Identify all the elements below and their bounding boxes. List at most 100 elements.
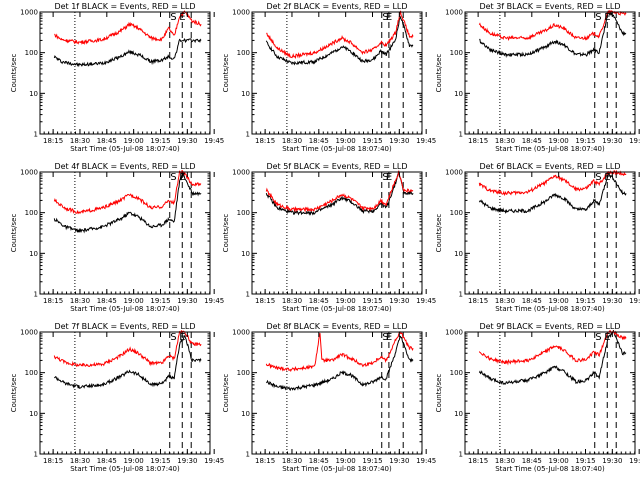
y-tick-label: 100 bbox=[450, 49, 463, 57]
start-marker-label: S bbox=[595, 332, 601, 343]
x-tick-label: 19:00 bbox=[336, 137, 356, 145]
panel-title: Det 4f BLACK = Events, RED = LLD bbox=[54, 162, 195, 171]
series-line-lld bbox=[478, 10, 627, 42]
x-tick-label: 18:45 bbox=[97, 297, 117, 305]
x-axis-label: Start Time (05-Jul-08 18:07:40) bbox=[282, 305, 392, 313]
x-tick-label: 18:45 bbox=[97, 457, 117, 465]
y-tick-label: 10 bbox=[29, 410, 38, 418]
series-line-events bbox=[265, 15, 414, 66]
x-tick-label: 19:15 bbox=[362, 137, 382, 145]
end-marker-label: E bbox=[179, 172, 185, 183]
y-axis-label: Counts/sec bbox=[435, 374, 443, 413]
x-tick-label: 18:15 bbox=[43, 137, 63, 145]
x-tick-label: 19:15 bbox=[150, 297, 170, 305]
series-line-events bbox=[478, 330, 627, 385]
chart-panel-7: Det 7f BLACK = Events, RED = LLD 1 10 100 10… bbox=[10, 322, 224, 473]
x-tick-label: 19:15 bbox=[575, 297, 595, 305]
chart-panel-3: Det 3f BLACK = Events, RED = LLD 1 10 100 10… bbox=[435, 2, 640, 153]
y-tick-label: 1000 bbox=[232, 329, 250, 337]
x-tick-label: 18:45 bbox=[522, 457, 542, 465]
series-line-events bbox=[53, 38, 202, 68]
end-marker-label: E bbox=[604, 12, 610, 23]
chart-panel-4: Det 4f BLACK = Events, RED = LLD 1 10 100 10… bbox=[10, 162, 224, 313]
series-line-lld bbox=[478, 330, 627, 366]
x-tick-label: 18:15 bbox=[43, 297, 63, 305]
x-tick-label: 18:45 bbox=[309, 457, 329, 465]
panel-title: Det 3f BLACK = Events, RED = LLD bbox=[479, 2, 620, 11]
start-marker-label: S bbox=[170, 172, 176, 183]
x-tick-label: 18:30 bbox=[282, 137, 302, 145]
x-tick-label: 19:00 bbox=[549, 457, 569, 465]
y-axis-label: Counts/sec bbox=[222, 214, 230, 253]
plot-area bbox=[265, 170, 414, 294]
x-tick-label: 19:00 bbox=[549, 297, 569, 305]
x-tick-label: 19:00 bbox=[124, 137, 144, 145]
x-tick-label: 18:30 bbox=[70, 297, 90, 305]
axes-frame bbox=[39, 171, 211, 295]
x-axis-label: Start Time (05-Jul-08 18:07:40) bbox=[282, 145, 392, 153]
y-axis-label: Counts/sec bbox=[10, 54, 18, 93]
x-tick-label: 19:15 bbox=[362, 457, 382, 465]
y-tick-label: 1000 bbox=[445, 329, 463, 337]
y-axis-label: Counts/sec bbox=[435, 54, 443, 93]
axes-frame bbox=[39, 11, 211, 135]
x-axis-label: Start Time (05-Jul-08 18:07:40) bbox=[70, 465, 180, 473]
x-tick-label: 18:15 bbox=[255, 457, 275, 465]
end-marker-label: E bbox=[604, 332, 610, 343]
series-line-events bbox=[479, 10, 627, 58]
plot-area bbox=[478, 170, 627, 294]
y-tick-label: 100 bbox=[25, 209, 38, 217]
x-tick-label: 18:15 bbox=[468, 137, 488, 145]
axes-frame bbox=[464, 11, 636, 135]
x-tick-label: 19:45 bbox=[629, 297, 640, 305]
start-marker-label: S bbox=[595, 172, 601, 183]
x-tick-label: 19:15 bbox=[150, 137, 170, 145]
y-tick-label: 10 bbox=[29, 250, 38, 258]
x-tick-label: 19:00 bbox=[549, 137, 569, 145]
panel-title: Det 6f BLACK = Events, RED = LLD bbox=[479, 162, 620, 171]
end-marker-label: E bbox=[179, 12, 185, 23]
y-tick-label: 100 bbox=[25, 49, 38, 57]
series-line-lld bbox=[265, 330, 414, 373]
x-axis-label: Start Time (05-Jul-08 18:07:40) bbox=[282, 465, 392, 473]
y-tick-label: 100 bbox=[450, 369, 463, 377]
x-tick-label: 19:45 bbox=[629, 137, 640, 145]
x-tick-label: 19:30 bbox=[602, 137, 622, 145]
x-axis-label: Start Time (05-Jul-08 18:07:40) bbox=[70, 305, 180, 313]
chart-panel-5: Det 5f BLACK = Events, RED = LLD 1 10 100 10… bbox=[222, 162, 436, 313]
x-tick-label: 18:30 bbox=[495, 137, 515, 145]
y-tick-label: 100 bbox=[237, 209, 250, 217]
chart-panel-2: Det 2f BLACK = Events, RED = LLD 1 10 100 10… bbox=[222, 2, 436, 153]
y-tick-label: 1000 bbox=[20, 329, 38, 337]
x-tick-label: 18:45 bbox=[522, 137, 542, 145]
x-tick-label: 19:30 bbox=[177, 297, 197, 305]
x-tick-label: 19:30 bbox=[389, 297, 409, 305]
x-tick-label: 19:45 bbox=[629, 457, 640, 465]
series-line-lld bbox=[478, 170, 627, 197]
end-marker-label: E bbox=[604, 172, 610, 183]
chart-panel-8: Det 8f BLACK = Events, RED = LLD 1 10 100 10… bbox=[222, 322, 436, 473]
y-tick-label: 1000 bbox=[20, 169, 38, 177]
y-tick-label: 1 bbox=[246, 131, 250, 139]
y-tick-label: 1000 bbox=[20, 9, 38, 17]
x-tick-label: 18:45 bbox=[309, 297, 329, 305]
plot-area bbox=[53, 330, 202, 454]
x-tick-label: 18:15 bbox=[255, 297, 275, 305]
x-axis-label: Start Time (05-Jul-08 18:07:40) bbox=[70, 145, 180, 153]
x-tick-label: 18:15 bbox=[468, 457, 488, 465]
end-marker-label: E bbox=[179, 332, 185, 343]
panel-title: Det 9f BLACK = Events, RED = LLD bbox=[479, 322, 620, 331]
x-tick-label: 19:30 bbox=[177, 137, 197, 145]
y-tick-label: 10 bbox=[241, 410, 250, 418]
y-tick-label: 10 bbox=[241, 90, 250, 98]
y-axis-label: Counts/sec bbox=[222, 374, 230, 413]
x-tick-label: 18:30 bbox=[495, 457, 515, 465]
x-tick-label: 18:15 bbox=[255, 137, 275, 145]
series-line-lld bbox=[265, 170, 414, 213]
chart-panel-9: Det 9f BLACK = Events, RED = LLD 1 10 100 10… bbox=[435, 322, 640, 473]
start-marker-label: S bbox=[382, 332, 388, 343]
x-tick-label: 18:30 bbox=[282, 457, 302, 465]
start-marker-label: S bbox=[170, 332, 176, 343]
x-tick-label: 18:45 bbox=[522, 297, 542, 305]
